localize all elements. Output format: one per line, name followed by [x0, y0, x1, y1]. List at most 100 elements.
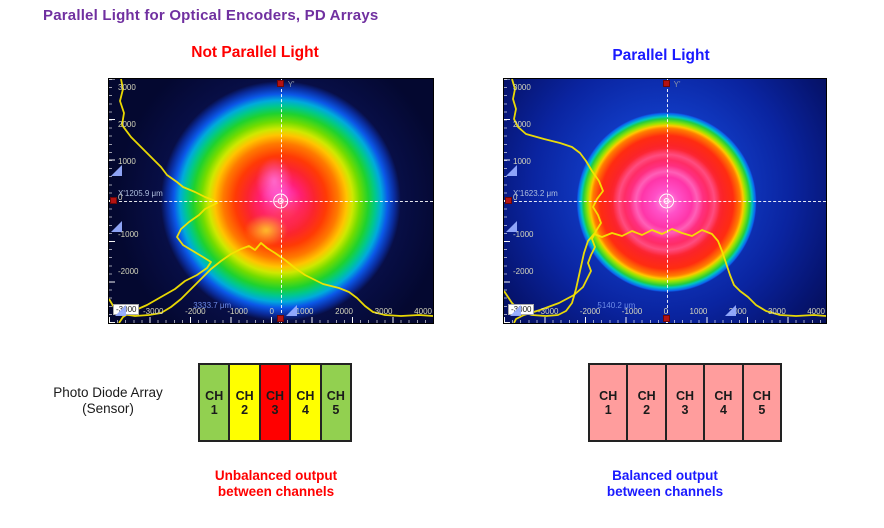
pd-channel-cell: CH 1 — [200, 365, 231, 440]
pd-channel-label: CH — [752, 388, 771, 403]
pd-channel-label: CH — [265, 388, 285, 403]
x-axis-label: 2000 — [728, 307, 747, 316]
cursor-triangle-icon — [285, 305, 297, 316]
x-axis-label: 4000 — [414, 307, 432, 316]
left-caption: Unbalanced output between channels — [160, 468, 392, 500]
beam-profile-parallel: 3000 2000 1000 0 -1000 -2000 -3000 -3000 -2000-… — [503, 78, 827, 324]
pd-array-label-line2: (Sensor) — [82, 401, 134, 416]
pd-channel-number: 4 — [301, 402, 309, 417]
horizontal-profile-curve — [109, 242, 433, 317]
pd-channel-cell: CH 1 — [590, 365, 629, 440]
y-axis-label: 1000 — [513, 156, 531, 166]
right-heading: Parallel Light — [612, 47, 710, 64]
pd-channel-cell: CH 4 — [291, 365, 322, 440]
cursor-square-bottom-icon — [276, 315, 284, 322]
right-caption-line2: between channels — [606, 484, 724, 499]
pd-channel-label: CH — [714, 388, 733, 403]
cursor-square-top-icon — [276, 80, 284, 87]
pd-array-unbalanced: CH 1 CH 2 CH 3 CH 4 CH 5 — [198, 363, 352, 442]
x-axis-label: -1000 — [621, 307, 643, 316]
pd-array-label: Photo Diode Array (Sensor) — [18, 385, 198, 417]
right-caption-line1: Balanced output — [612, 468, 718, 483]
pd-channel-cell: CH 2 — [628, 365, 667, 440]
x-axis-label: -1000 — [227, 307, 248, 316]
pd-channel-number: 3 — [681, 402, 689, 417]
pd-channel-cell: CH 4 — [705, 365, 744, 440]
pd-channel-label: CH — [675, 388, 695, 403]
crosshair-horizontal — [504, 201, 826, 202]
pd-channel-label: CH — [205, 388, 224, 403]
y-axis-label: 3000 — [118, 83, 136, 92]
y-axis-label: 0 — [513, 193, 518, 203]
pd-channel-number: 2 — [241, 402, 249, 417]
y-axis-label: -3000 — [508, 303, 535, 315]
crosshair-horizontal — [109, 201, 433, 202]
y-axis-label: -1000 — [513, 230, 534, 240]
y-axis-label: -2000 — [513, 267, 534, 277]
beam-diameter-annotation: 3333.7 μm — [193, 301, 232, 310]
pd-channel-cell: CH 3 — [666, 365, 706, 440]
pd-channel-label: CH — [296, 388, 315, 403]
x-axis-label: -2000 — [185, 307, 206, 316]
cursor-triangle-icon — [111, 221, 122, 232]
pd-channel-label: CH — [637, 388, 656, 403]
pd-channel-number: 3 — [271, 402, 279, 417]
cursor-square-bottom-icon — [662, 315, 670, 322]
horizontal-profile-curve — [504, 228, 826, 317]
pd-channel-number: 2 — [643, 402, 651, 417]
y-axis-labels: 3000 2000 1000 0 -1000 -2000 -3000 — [113, 83, 140, 315]
left-caption-line1: Unbalanced output — [214, 468, 338, 483]
x-axis-labels: -3000 -2000 -1000 0 1000 2000 3000 4000 — [143, 307, 432, 316]
pd-channel-label: CH — [599, 388, 618, 403]
pd-channel-label: CH — [326, 388, 345, 403]
vertical-profile-curve — [118, 79, 218, 323]
x-axis-label: 0 — [663, 307, 669, 316]
cursor-triangle-icon — [506, 221, 517, 232]
pd-array-label-line1: Photo Diode Array — [53, 385, 163, 400]
pd-channel-cell: CH 3 — [260, 365, 292, 440]
pd-channel-cell: CH 5 — [743, 365, 781, 440]
left-caption-line2: between channels — [217, 484, 335, 499]
beam-width-annotation: X'1623.2 μm — [513, 189, 558, 198]
cursor-square-top-icon — [662, 80, 670, 87]
y-axis-label: 2000 — [513, 119, 531, 129]
pd-channel-number: 5 — [332, 402, 340, 417]
vertical-profile-curve — [511, 79, 604, 323]
y-axis-label: -1000 — [118, 230, 139, 240]
y-axis-label: 2000 — [118, 119, 136, 129]
cursor-triangle-icon — [510, 305, 521, 316]
cursor-square-left-icon — [505, 197, 512, 204]
pd-channel-number: 1 — [210, 402, 218, 417]
x-axis-label: -3000 — [538, 307, 559, 316]
y-prime-label: Y' — [287, 80, 295, 89]
cursor-square-left-icon — [110, 197, 117, 204]
left-heading: Not Parallel Light — [191, 44, 319, 61]
cursor-triangle-icon — [506, 165, 517, 176]
x-axis-label: 0 — [269, 307, 274, 316]
beam-profile-not-parallel: 3000 2000 1000 0 -1000 -2000 -3000 -3000 -2000 -… — [108, 78, 434, 324]
y-axis-label: 0 — [118, 193, 123, 203]
beam-diameter-annotation: 5140.2 μm — [597, 301, 636, 310]
pd-array-balanced: CH 1 CH 2 CH 3 CH 4 CH 5 — [588, 363, 782, 442]
cursor-triangle-icon — [115, 305, 126, 316]
page-title: Parallel Light for Optical Encoders, PD … — [43, 7, 379, 24]
x-axis-label: 2000 — [335, 307, 353, 316]
pd-channel-number: 1 — [604, 402, 612, 417]
pd-channel-label: CH — [235, 388, 254, 403]
x-axis-ticks — [109, 316, 433, 323]
pd-channel-number: 5 — [758, 402, 766, 417]
x-axis-label: 3000 — [374, 307, 393, 316]
pd-channel-number: 4 — [719, 402, 727, 417]
y-axis-label: 1000 — [118, 156, 136, 166]
right-caption: Balanced output between channels — [554, 468, 776, 500]
pd-channel-cell: CH 5 — [321, 365, 351, 440]
x-axis-labels: -3000 -2000 -1000 0 1000 2000 3000 4000 — [538, 307, 825, 316]
beam-width-annotation: X'1205.9 μm — [118, 189, 163, 198]
cursor-triangle-icon — [724, 305, 736, 316]
cursor-triangle-icon — [111, 165, 122, 176]
x-axis-label: 1000 — [689, 307, 708, 316]
x-axis-label: -3000 — [143, 307, 164, 316]
y-axis-label: 3000 — [513, 83, 531, 92]
x-axis-label: 1000 — [295, 307, 314, 316]
